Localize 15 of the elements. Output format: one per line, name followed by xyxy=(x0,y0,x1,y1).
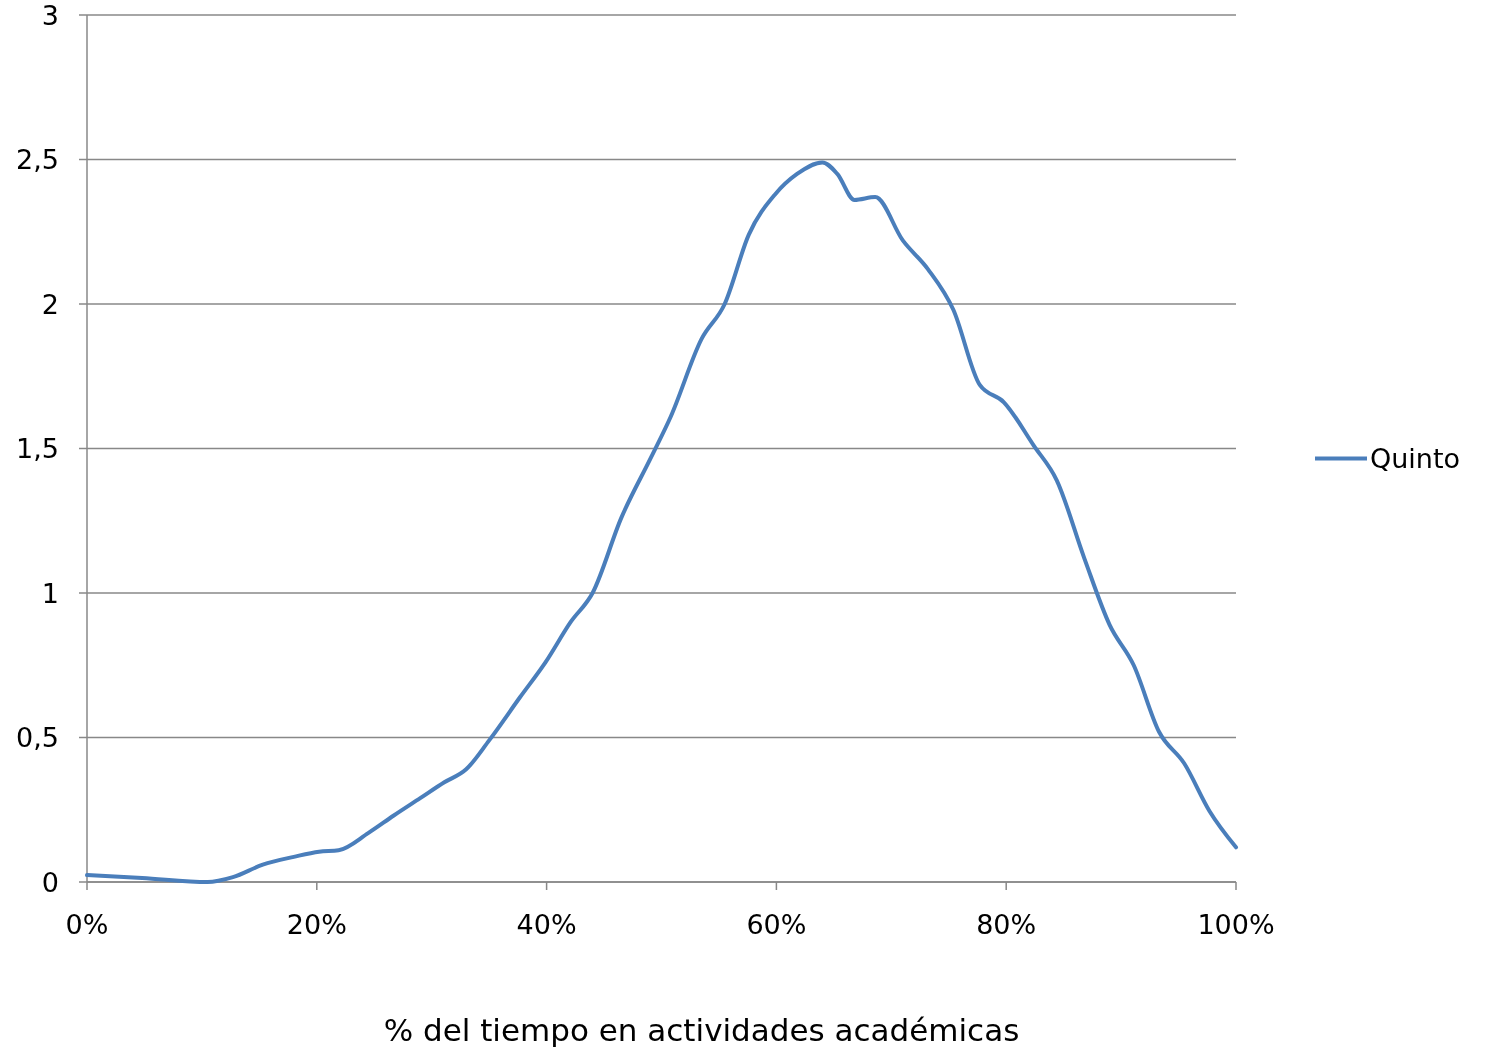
x-axis-title: % del tiempo en actividades académicas xyxy=(383,1012,1020,1048)
y-tick-label: 2,5 xyxy=(16,144,59,175)
y-tick-label: 1,5 xyxy=(16,433,59,464)
x-tick-label: 40% xyxy=(516,909,577,940)
x-tick-label: 0% xyxy=(65,909,109,940)
y-tick-label: 3 xyxy=(41,0,59,31)
legend-label: Quinto xyxy=(1370,443,1461,474)
y-tick-label: 1 xyxy=(41,577,59,609)
x-tick-label: 100% xyxy=(1197,909,1275,940)
y-tick-label: 0,5 xyxy=(16,722,59,753)
y-tick-label: 2 xyxy=(41,288,59,320)
x-tick-label: 20% xyxy=(286,909,347,940)
x-tick-label: 60% xyxy=(746,909,807,940)
y-tick-label: 0 xyxy=(41,866,59,898)
x-tick-label: 80% xyxy=(976,909,1037,940)
